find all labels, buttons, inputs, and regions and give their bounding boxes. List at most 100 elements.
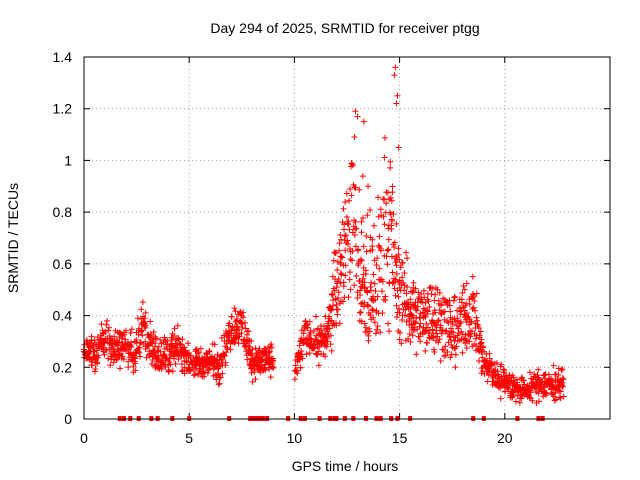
data-point bbox=[520, 377, 527, 384]
data-point bbox=[460, 282, 467, 289]
data-point bbox=[395, 251, 402, 258]
data-point bbox=[353, 225, 360, 232]
data-point bbox=[436, 289, 443, 296]
data-point bbox=[313, 332, 320, 339]
data-point bbox=[339, 254, 346, 261]
data-point bbox=[366, 328, 373, 335]
data-point bbox=[493, 359, 500, 366]
data-point bbox=[420, 287, 427, 294]
data-point bbox=[268, 341, 275, 348]
y-tick-label: 0.4 bbox=[53, 308, 73, 324]
data-point bbox=[327, 332, 334, 339]
data-point bbox=[142, 309, 149, 316]
data-point bbox=[152, 340, 159, 347]
data-point bbox=[343, 214, 350, 221]
data-point bbox=[315, 325, 322, 332]
data-point bbox=[458, 299, 465, 306]
data-point bbox=[512, 398, 519, 405]
data-point bbox=[477, 328, 484, 335]
data-point bbox=[341, 226, 348, 233]
data-point bbox=[432, 291, 439, 298]
data-point bbox=[293, 367, 300, 374]
data-point bbox=[422, 347, 429, 354]
data-point bbox=[365, 183, 372, 190]
data-point bbox=[346, 197, 353, 204]
chart-title: Day 294 of 2025, SRMTID for receiver ptg… bbox=[210, 20, 479, 36]
data-point bbox=[360, 243, 367, 250]
data-point bbox=[442, 343, 449, 350]
data-point bbox=[396, 277, 403, 284]
data-point bbox=[330, 257, 337, 264]
data-point bbox=[342, 272, 349, 279]
data-point bbox=[425, 324, 432, 331]
data-point bbox=[294, 370, 301, 377]
data-point bbox=[408, 301, 415, 308]
data-point bbox=[352, 226, 359, 233]
data-point bbox=[560, 393, 567, 400]
data-point bbox=[556, 394, 563, 401]
data-point bbox=[389, 183, 396, 190]
data-point bbox=[175, 356, 182, 363]
data-point bbox=[153, 335, 160, 342]
data-point bbox=[245, 336, 252, 343]
data-point bbox=[412, 318, 419, 325]
data-point bbox=[296, 356, 303, 363]
data-point bbox=[542, 390, 549, 397]
data-point bbox=[158, 365, 165, 372]
data-point bbox=[371, 319, 378, 326]
data-point bbox=[138, 327, 145, 334]
data-point bbox=[232, 308, 239, 315]
data-point bbox=[426, 327, 433, 334]
data-point bbox=[338, 253, 345, 260]
x-tick-label: 5 bbox=[185, 430, 193, 446]
data-point bbox=[346, 276, 353, 283]
data-point bbox=[447, 308, 454, 315]
data-point bbox=[405, 335, 412, 342]
data-point bbox=[459, 289, 466, 296]
data-point bbox=[351, 232, 358, 239]
data-point bbox=[187, 368, 194, 375]
data-point bbox=[291, 376, 298, 383]
data-point bbox=[455, 329, 462, 336]
data-point bbox=[165, 366, 172, 373]
data-point bbox=[356, 309, 363, 316]
data-point bbox=[420, 305, 427, 312]
data-point bbox=[341, 233, 348, 240]
data-point bbox=[382, 297, 389, 304]
data-point bbox=[171, 325, 178, 332]
data-point bbox=[174, 322, 181, 329]
data-point bbox=[421, 294, 428, 301]
y-tick-label: 0 bbox=[64, 411, 72, 427]
data-point bbox=[106, 333, 113, 340]
data-point bbox=[401, 282, 408, 289]
data-point bbox=[359, 214, 366, 221]
data-point bbox=[162, 361, 169, 368]
data-point bbox=[215, 381, 222, 388]
data-point bbox=[123, 327, 130, 334]
data-point bbox=[436, 336, 443, 343]
data-point bbox=[417, 338, 424, 345]
plot-frame bbox=[83, 56, 611, 420]
data-point bbox=[494, 371, 501, 378]
data-point bbox=[219, 370, 226, 377]
data-point bbox=[94, 360, 101, 367]
data-point bbox=[379, 278, 386, 285]
data-point bbox=[137, 328, 144, 335]
data-point bbox=[419, 299, 426, 306]
data-point bbox=[364, 288, 371, 295]
data-point bbox=[352, 184, 359, 191]
data-point bbox=[452, 351, 459, 358]
data-point bbox=[557, 388, 564, 395]
data-point bbox=[425, 298, 432, 305]
data-point bbox=[548, 378, 555, 385]
data-point bbox=[437, 322, 444, 329]
y-tick-label: 1.2 bbox=[53, 101, 73, 117]
y-tick-label: 0.2 bbox=[53, 359, 73, 375]
data-point bbox=[543, 389, 550, 396]
data-point bbox=[148, 332, 155, 339]
data-point bbox=[361, 279, 368, 286]
y-tick-label: 1 bbox=[64, 152, 72, 168]
data-point bbox=[385, 320, 392, 327]
data-point bbox=[342, 262, 349, 269]
data-point bbox=[337, 231, 344, 238]
